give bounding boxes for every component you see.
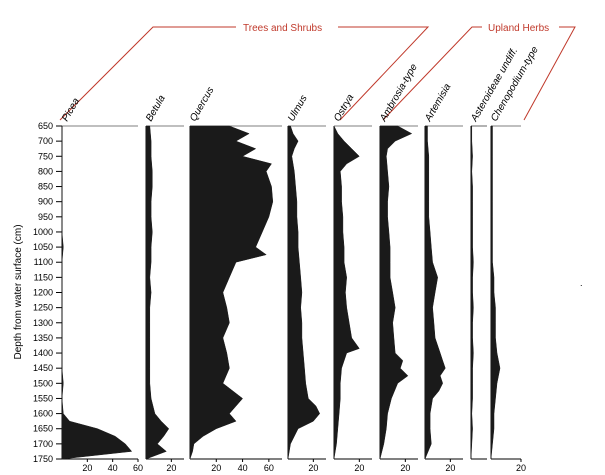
group-trees-and-shrubs: Trees and Shrubs xyxy=(59,23,430,121)
stray-mark: . xyxy=(580,278,583,288)
panel-picea: 20 40 60 Picea xyxy=(60,96,143,473)
y-tick-label-1200: 1200 xyxy=(33,288,53,298)
y-tick-label-800: 800 xyxy=(38,166,53,176)
panel-quercus: 20 40 60 Quercus xyxy=(188,85,282,473)
area-quercus xyxy=(189,125,274,460)
y-tick-label-1000: 1000 xyxy=(33,227,53,237)
y-tick-label-750: 750 xyxy=(38,151,53,161)
group-leader-right-upland-herbs xyxy=(523,26,576,121)
x-tick-label-ambrosia-type-20: 20 xyxy=(400,463,410,473)
area-ulmus xyxy=(287,125,320,460)
panel-ostrya: 20 Ostrya xyxy=(332,92,372,473)
group-label-trees-and-shrubs: Trees and Shrubs xyxy=(243,23,322,34)
group-leader-left-upland-herbs xyxy=(382,26,482,121)
y-tick-label-1050: 1050 xyxy=(33,242,53,252)
group-leader-right-trees-and-shrubs xyxy=(338,26,430,121)
group-label-upland-herbs: Upland Herbs xyxy=(488,23,549,34)
area-asteroideae-undiff xyxy=(470,125,474,460)
taxon-label-artemisia: Artemisia xyxy=(423,82,454,125)
area-betula xyxy=(145,125,170,460)
group-upland-herbs: Upland Herbs xyxy=(382,23,576,121)
y-tick-label-1250: 1250 xyxy=(33,303,53,313)
y-tick-label-1300: 1300 xyxy=(33,318,53,328)
x-tick-label-ulmus-20: 20 xyxy=(308,463,318,473)
x-tick-label-picea-60: 60 xyxy=(133,463,143,473)
y-tick-label-850: 850 xyxy=(38,182,53,192)
y-tick-label-1650: 1650 xyxy=(33,424,53,434)
area-ambrosia-type xyxy=(379,125,413,460)
x-tick-label-artemisia-20: 20 xyxy=(445,463,455,473)
y-tick-label-900: 900 xyxy=(38,197,53,207)
y-axis-label: Depth from water surface (cm) xyxy=(13,224,24,359)
y-tick-label-1350: 1350 xyxy=(33,333,53,343)
x-tick-label-quercus-60: 60 xyxy=(264,463,274,473)
y-tick-label-1150: 1150 xyxy=(34,272,53,282)
y-tick-label-1750: 1750 xyxy=(33,454,53,464)
panel-artemisia: 20 Artemisia xyxy=(423,82,463,473)
x-tick-label-betula-20: 20 xyxy=(166,463,176,473)
y-tick-label-1550: 1550 xyxy=(33,393,53,403)
y-tick-label-1100: 1100 xyxy=(34,257,53,267)
group-labels: Trees and Shrubs Upland Herbs xyxy=(59,23,576,121)
y-tick-label-950: 950 xyxy=(38,212,53,222)
x-tick-label-quercus-40: 40 xyxy=(238,463,248,473)
taxon-label-picea: Picea xyxy=(60,96,82,124)
x-tick-label-picea-40: 40 xyxy=(108,463,118,473)
taxon-label-ambrosia-type: Ambrosia-type xyxy=(378,62,420,125)
group-leader-left-trees-and-shrubs xyxy=(59,26,236,121)
area-artemisia xyxy=(424,125,446,460)
y-tick-label-1700: 1700 xyxy=(33,439,53,449)
y-tick-label-650: 650 xyxy=(38,121,53,131)
panel-ambrosia-type: 20 Ambrosia-type xyxy=(378,62,420,473)
taxon-label-ulmus: Ulmus xyxy=(286,93,310,123)
area-chenopodium-type xyxy=(490,125,501,460)
y-tick-label-700: 700 xyxy=(38,136,53,146)
y-tick-label-1500: 1500 xyxy=(33,378,53,388)
x-tick-label-ostrya-20: 20 xyxy=(354,463,364,473)
y-tick-label-1600: 1600 xyxy=(33,409,53,419)
taxon-label-ostrya: Ostrya xyxy=(332,92,356,123)
panel-betula: 20 Betula xyxy=(144,93,184,473)
depth-axis: 650 700 750 800 850 900 950 1000 1050 1100 1150 120… xyxy=(33,121,62,464)
panel-ulmus: 20 Ulmus xyxy=(286,93,326,473)
x-tick-label-picea-20: 20 xyxy=(82,463,92,473)
taxon-label-quercus: Quercus xyxy=(188,85,216,123)
y-tick-label-1400: 1400 xyxy=(33,348,53,358)
x-tick-label-quercus-20: 20 xyxy=(211,463,221,473)
y-tick-label-1450: 1450 xyxy=(33,363,53,373)
area-picea xyxy=(61,126,133,460)
area-ostrya xyxy=(333,125,360,460)
taxon-label-betula: Betula xyxy=(144,93,168,123)
x-tick-label-chenopodium-type-20: 20 xyxy=(516,463,526,473)
